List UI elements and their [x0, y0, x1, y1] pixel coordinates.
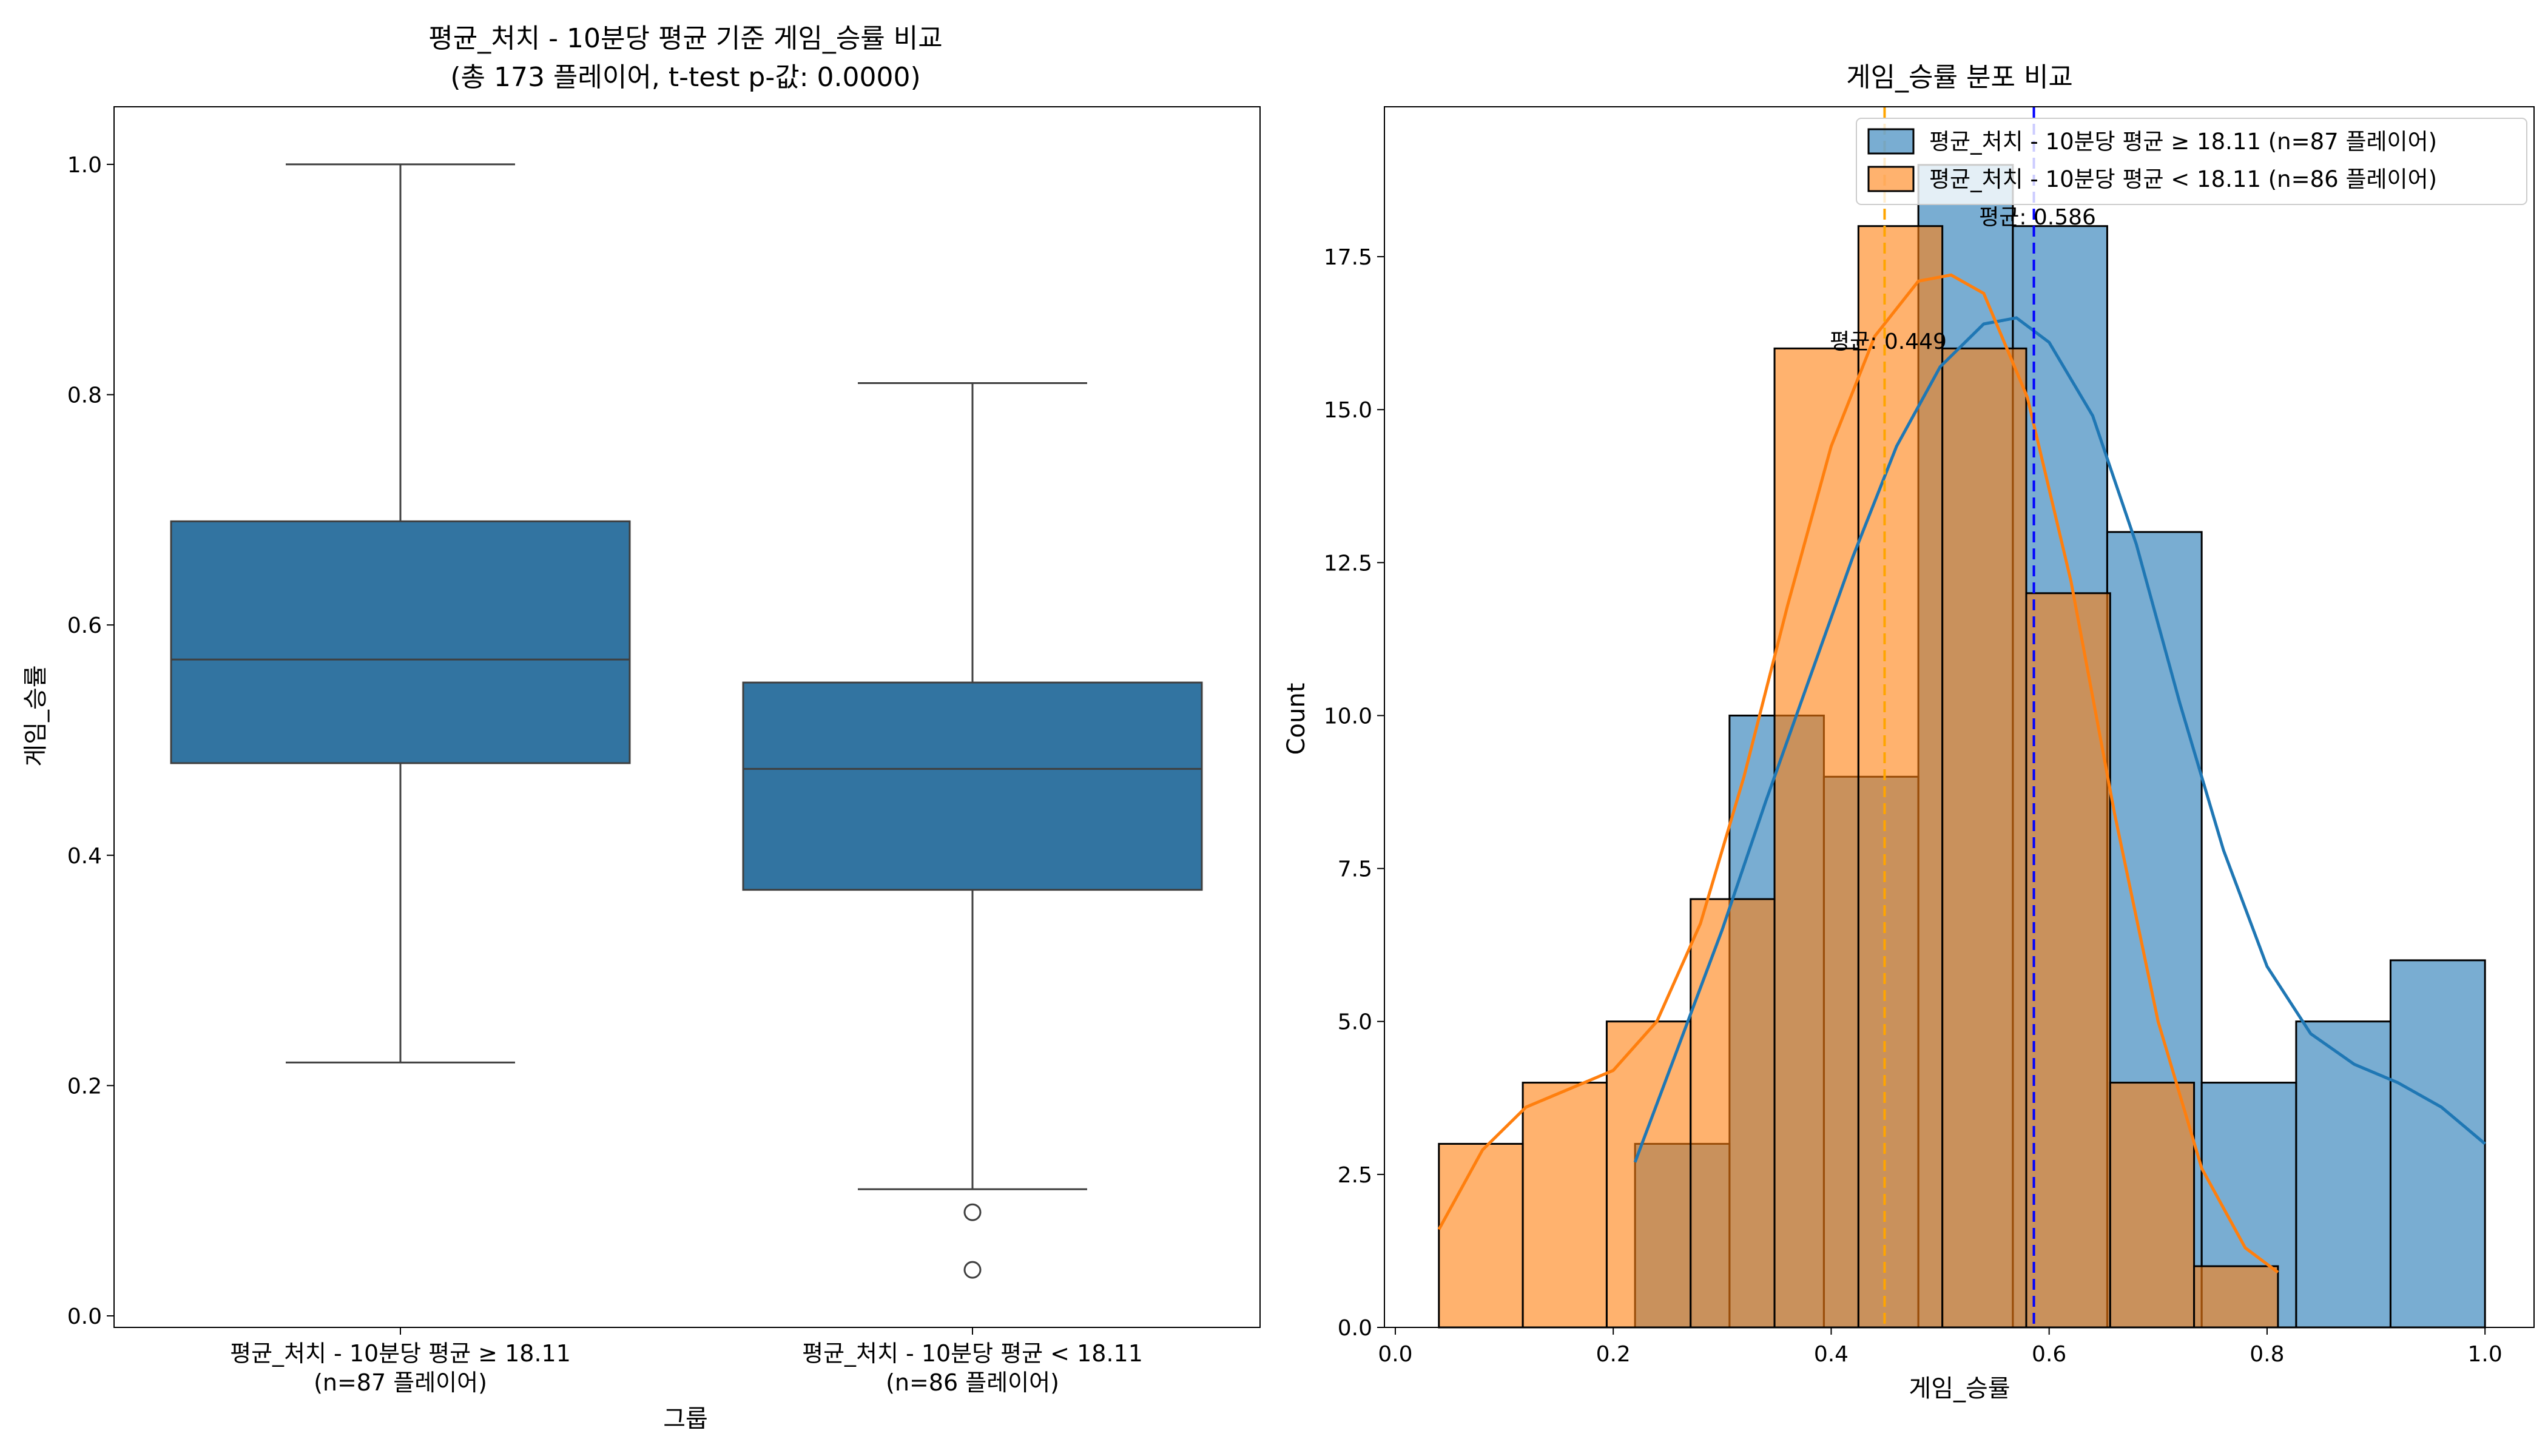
histogram-y-axis-label: Count [1282, 683, 1310, 755]
kde-curve [1633, 316, 2486, 1163]
histogram-y-tick-label: 15.0 [1324, 398, 1372, 423]
histogram-bar [1438, 1142, 1524, 1329]
legend-entry: 평균_처치 - 10분당 평균 < 18.11 (n=86 플레이어) [1929, 166, 2437, 192]
box-outlier [963, 1261, 982, 1279]
histogram-bar [1941, 347, 2027, 1329]
histogram-y-tick-label: 2.5 [1338, 1163, 1372, 1188]
histogram-x-tick-label: 0.0 [1378, 1342, 1412, 1367]
histogram-bar [1690, 898, 1776, 1329]
box-outlier [963, 1203, 982, 1221]
boxplot-y-tick-label: 0.2 [67, 1074, 102, 1099]
histogram-plot-area: 평균: 0.586 평균: 0.449 0.0 2.5 5.0 7.5 10.0 12.5 15… [1324, 106, 2535, 1367]
histogram-bar [2193, 1265, 2279, 1329]
histogram-x-tick-label: 0.8 [2250, 1342, 2284, 1367]
histogram-bar [2025, 592, 2111, 1329]
histogram-bar [1857, 225, 1944, 1329]
histogram-bar [2295, 1020, 2391, 1329]
boxplot-x-tick-label: 평균_처치 - 10분당 평균 ≥ 18.11 [230, 1340, 571, 1367]
histogram-bar [2109, 1082, 2196, 1329]
histogram-y-tick-label: 5.0 [1338, 1010, 1372, 1035]
boxplot-panel: 평균_처치 - 10분당 평균 기준 게임_승률 비교 (총 173 플레이어,… [22, 23, 1261, 1433]
boxplot-x-axis-label: 그룹 [663, 1405, 708, 1433]
legend-entry: 평균_처치 - 10분당 평균 ≥ 18.11 (n=87 플레이어) [1929, 129, 2437, 155]
boxplot-y-tick-label: 1.0 [67, 153, 102, 178]
boxplot-plot-area: 0.0 0.2 0.4 0.6 0.8 1.0 평균_처치 - 10분당 평균 ≥ 18.1… [67, 106, 1261, 1396]
histogram-x-axis-label: 게임_승률 [1909, 1375, 2010, 1403]
histogram-x-tick-label: 1.0 [2468, 1342, 2502, 1367]
histogram-legend: 평균_처치 - 10분당 평균 ≥ 18.11 (n=87 플레이어) 평균_처치… [1856, 118, 2527, 205]
histogram-y-tick-label: 10.0 [1324, 704, 1372, 729]
legend-swatch [1867, 166, 1915, 192]
histogram-y-tick-label: 0.0 [1338, 1316, 1372, 1341]
histogram-x-tick-label: 0.4 [1814, 1342, 1849, 1367]
boxplot-y-axis-label: 게임_승률 [22, 665, 50, 766]
mean-label: 평균: 0.449 [1830, 329, 1947, 354]
histogram-bar [1605, 1020, 1692, 1329]
boxplot-y-tick-label: 0.8 [67, 383, 102, 408]
histogram-frame [1384, 106, 2535, 1328]
mean-label: 평균: 0.586 [1979, 205, 2096, 230]
boxplot-y-tick-label: 0.6 [67, 613, 102, 638]
legend-box [1856, 118, 2527, 205]
histogram-bar [1522, 1082, 1608, 1329]
boxplot-frame [113, 106, 1261, 1328]
kde-curve [1437, 273, 2279, 1274]
histogram-x-tick-label: 0.2 [1596, 1342, 1631, 1367]
legend-swatch [1867, 128, 1915, 155]
boxplot-subtitle: (총 173 플레이어, t-test p-값: 0.0000) [450, 62, 920, 93]
boxplot-y-tick-label: 0.4 [67, 844, 102, 869]
histogram-x-tick-label: 0.6 [2032, 1342, 2066, 1367]
boxplot-x-tick-sublabel: (n=87 플레이어) [314, 1369, 487, 1396]
box-iqr [742, 681, 1203, 891]
histogram-panel: 게임_승률 분포 비교 평균: 0.586 평균: 0.449 0.0 2.5 5.0 7… [1282, 62, 2535, 1403]
boxplot-y-tick-label: 0.0 [67, 1304, 102, 1329]
histogram-y-tick-label: 12.5 [1324, 551, 1372, 576]
boxplot-title: 평균_처치 - 10분당 평균 기준 게임_승률 비교 [428, 23, 942, 54]
boxplot-x-tick-label: 평균_처치 - 10분당 평균 < 18.11 [802, 1340, 1143, 1367]
histogram-y-tick-label: 17.5 [1324, 245, 1372, 270]
histogram-y-tick-label: 7.5 [1338, 857, 1372, 882]
histogram-bar [2389, 959, 2486, 1329]
box-iqr [170, 520, 631, 764]
histogram-title: 게임_승률 분포 비교 [1846, 62, 2073, 93]
boxplot-x-tick-sublabel: (n=86 플레이어) [886, 1369, 1059, 1396]
